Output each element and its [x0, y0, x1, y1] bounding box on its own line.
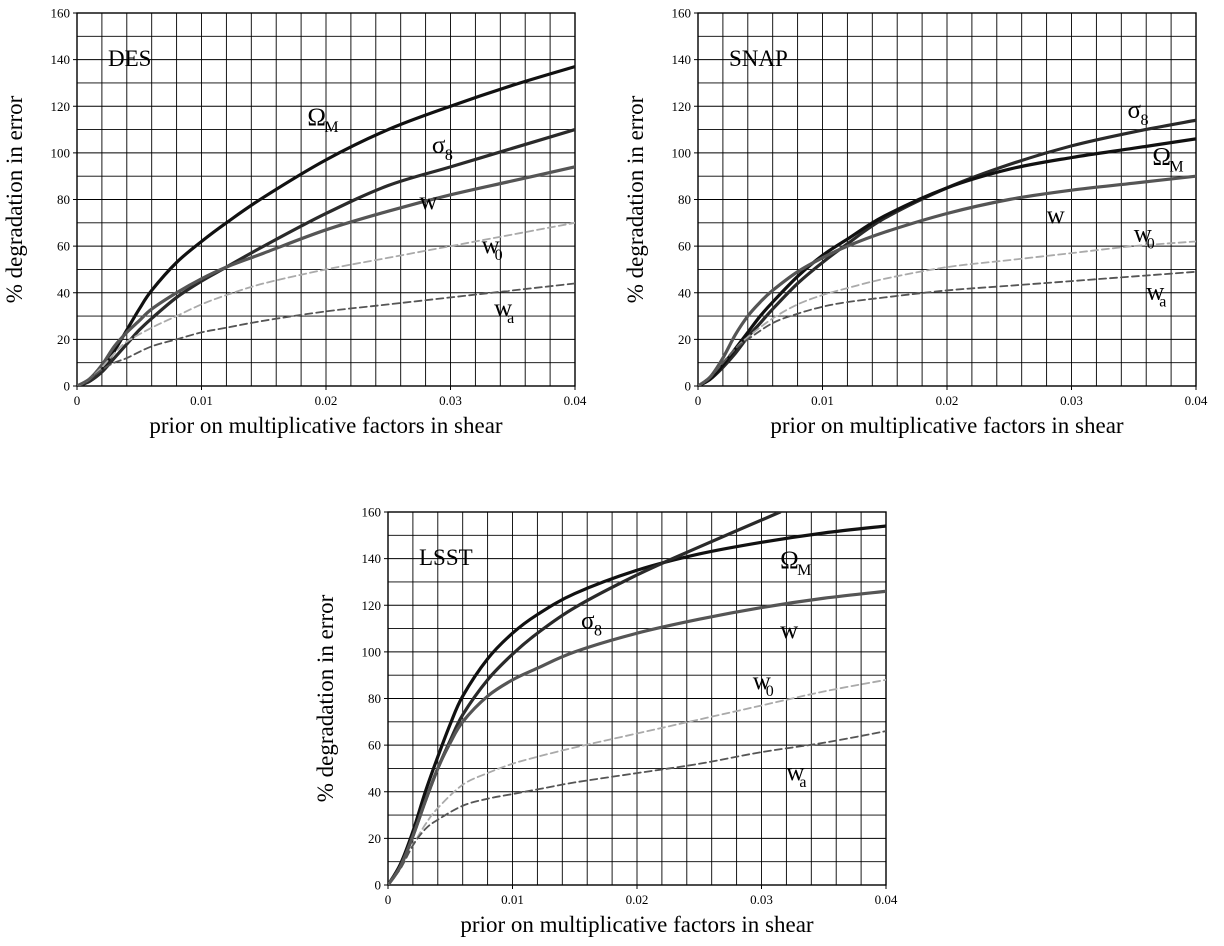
- x-tick-label: 0: [695, 393, 702, 408]
- series-label-sub-sigma8: 8: [594, 623, 602, 640]
- y-tick-label: 20: [678, 332, 691, 347]
- series-label-wa: w: [494, 295, 512, 322]
- y-axis-label: % degradation in error: [623, 95, 648, 303]
- y-tick-label: 80: [368, 691, 381, 706]
- y-tick-label: 160: [672, 6, 692, 21]
- y-tick-label: 20: [57, 332, 70, 347]
- series-line-omegam: [388, 524, 886, 885]
- y-tick-label: 100: [51, 145, 71, 160]
- y-tick-label: 40: [57, 285, 70, 300]
- x-tick-label: 0.02: [315, 393, 338, 408]
- series-label-sub-w0: 0: [766, 683, 774, 700]
- panel-label: DES: [108, 46, 151, 71]
- x-tick-label: 0.04: [1185, 393, 1208, 408]
- y-tick-label: 0: [685, 379, 692, 394]
- x-tick-label: 0.03: [750, 892, 773, 907]
- y-tick-label: 140: [51, 52, 71, 67]
- grid: [77, 13, 575, 386]
- x-tick-label: 0.04: [564, 393, 587, 408]
- x-tick-label: 0: [385, 892, 392, 907]
- y-tick-label: 0: [64, 379, 71, 394]
- series-label-w0: w: [1134, 220, 1152, 247]
- y-tick-label: 80: [678, 192, 691, 207]
- series-label-sub-w0: 0: [1147, 235, 1155, 252]
- series-label-w0: w: [753, 668, 771, 695]
- y-tick-label: 100: [672, 145, 692, 160]
- x-tick-label: 0.01: [190, 393, 213, 408]
- x-axis-label: prior on multiplicative factors in shear: [149, 413, 503, 438]
- y-tick-label: 20: [368, 831, 381, 846]
- x-tick-label: 0.02: [936, 393, 959, 408]
- y-tick-label: 160: [362, 505, 382, 520]
- series-label-w: w: [419, 188, 437, 215]
- y-tick-label: 40: [368, 784, 381, 799]
- series-label-omegam: Ω: [1152, 144, 1171, 171]
- y-tick-label: 40: [678, 285, 691, 300]
- series-label-sub-omegam: M: [1169, 159, 1183, 176]
- y-tick-label: 60: [368, 738, 381, 753]
- series-line-wa: [698, 270, 1196, 386]
- y-tick-label: 140: [672, 52, 692, 67]
- series-label-sigma8: σ: [581, 608, 595, 635]
- y-tick-label: 100: [362, 644, 382, 659]
- y-tick-label: 120: [51, 99, 71, 114]
- series-line-w0: [77, 221, 575, 386]
- x-tick-label: 0.03: [1060, 393, 1083, 408]
- series-line-wa: [77, 282, 575, 386]
- x-tick-label: 0.01: [501, 892, 524, 907]
- y-axis-label: % degradation in error: [313, 594, 338, 802]
- series-label-wa: w: [1146, 279, 1164, 306]
- panel-label: SNAP: [729, 46, 788, 71]
- y-tick-label: 120: [672, 99, 692, 114]
- y-tick-label: 120: [362, 598, 382, 613]
- series-line-w: [698, 174, 1196, 386]
- x-tick-label: 0: [74, 393, 81, 408]
- x-axis-label: prior on multiplicative factors in shear: [770, 413, 1124, 438]
- y-tick-label: 140: [362, 551, 382, 566]
- series-line-sigma8: [77, 127, 575, 386]
- series-label-sub-w0: 0: [495, 247, 503, 264]
- series-label-omegam: Ω: [780, 547, 799, 574]
- series-label-sub-omegam: M: [324, 119, 338, 136]
- series-label-wa: w: [786, 759, 804, 786]
- series-line-w: [388, 589, 886, 885]
- y-tick-label: 60: [57, 239, 70, 254]
- x-tick-label: 0.03: [439, 393, 462, 408]
- grid: [388, 512, 886, 885]
- x-axis-label: prior on multiplicative factors in shear: [460, 912, 814, 937]
- series-label-sub-wa: a: [507, 310, 514, 327]
- series-line-omegam: [77, 65, 575, 386]
- series-label-sigma8: σ: [432, 132, 446, 159]
- series-label-omegam: Ω: [307, 104, 326, 131]
- series-label-sub-wa: a: [1159, 294, 1166, 311]
- series-label-sub-wa: a: [799, 774, 806, 791]
- panel-label: LSST: [419, 545, 473, 570]
- series-label-sigma8: σ: [1128, 97, 1142, 124]
- series-label-w0: w: [482, 232, 500, 259]
- series-label-sub-sigma8: 8: [1141, 112, 1149, 129]
- series-label-w: w: [780, 617, 798, 644]
- series-line-sigma8: [698, 118, 1196, 386]
- y-tick-label: 80: [57, 192, 70, 207]
- y-axis-label: % degradation in error: [2, 95, 27, 303]
- y-tick-label: 0: [375, 878, 382, 893]
- grid: [698, 13, 1196, 386]
- x-tick-label: 0.01: [811, 393, 834, 408]
- y-tick-label: 160: [51, 6, 71, 21]
- y-tick-label: 60: [678, 239, 691, 254]
- series-label-sub-sigma8: 8: [445, 147, 453, 164]
- series-label-sub-omegam: M: [797, 562, 811, 579]
- series-line-w: [77, 165, 575, 386]
- series-line-wa: [388, 730, 886, 885]
- x-tick-label: 0.04: [875, 892, 898, 907]
- series-label-w: w: [1047, 202, 1065, 229]
- x-tick-label: 0.02: [626, 892, 649, 907]
- series-line-w0: [388, 678, 886, 885]
